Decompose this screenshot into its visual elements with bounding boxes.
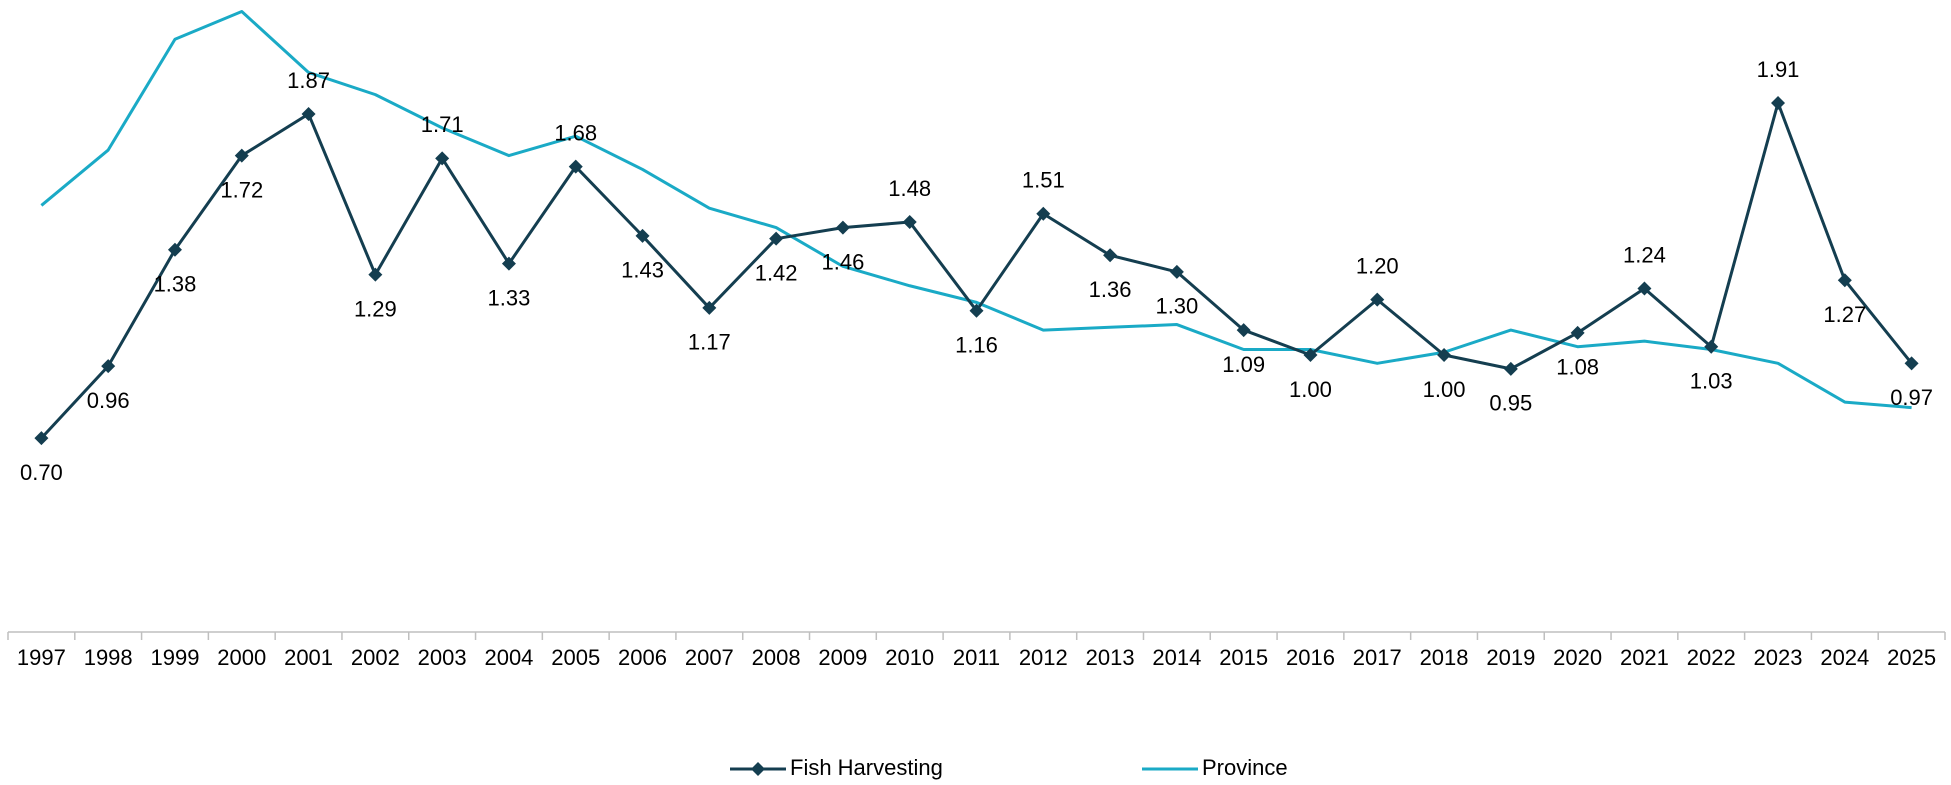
data-label: 1.17 (688, 330, 731, 355)
x-tick-label: 2019 (1486, 645, 1535, 670)
marker (34, 431, 49, 446)
marker (435, 151, 450, 166)
marker (1103, 248, 1118, 263)
marker (101, 359, 116, 374)
data-label: 1.87 (287, 68, 330, 93)
data-label: 1.27 (1823, 302, 1866, 327)
legend-label: Province (1202, 755, 1288, 780)
x-tick-label: 2023 (1754, 645, 1803, 670)
data-label: 1.42 (755, 260, 798, 285)
x-tick-label: 2007 (685, 645, 734, 670)
marker (1236, 323, 1251, 338)
x-tick-label: 2009 (818, 645, 867, 670)
marker (568, 159, 583, 174)
x-tick-label: 2015 (1219, 645, 1268, 670)
data-label: 1.48 (888, 176, 931, 201)
data-label: 1.51 (1022, 168, 1065, 193)
data-label: 0.96 (87, 388, 130, 413)
x-tick-label: 2005 (551, 645, 600, 670)
marker (1837, 273, 1852, 288)
x-tick-label: 1999 (151, 645, 200, 670)
data-label: 1.46 (821, 249, 864, 274)
x-tick-label: 2012 (1019, 645, 1068, 670)
marker (702, 300, 717, 315)
x-tick-label: 2018 (1420, 645, 1469, 670)
x-tick-label: 2002 (351, 645, 400, 670)
data-label: 1.91 (1757, 57, 1800, 82)
marker (1303, 348, 1318, 363)
marker (902, 215, 917, 230)
data-label: 1.30 (1155, 294, 1198, 319)
marker (1771, 95, 1786, 110)
data-label: 1.00 (1289, 377, 1332, 402)
marker (1637, 281, 1652, 296)
marker (1370, 292, 1385, 307)
data-label: 0.95 (1489, 391, 1532, 416)
legend-marker (751, 762, 765, 776)
data-label: 1.03 (1690, 369, 1733, 394)
x-tick-label: 1998 (84, 645, 133, 670)
x-tick-label: 2003 (418, 645, 467, 670)
x-tick-label: 2017 (1353, 645, 1402, 670)
data-label: 1.72 (220, 177, 263, 202)
data-label: 1.29 (354, 296, 397, 321)
data-label: 1.36 (1089, 277, 1132, 302)
data-label: 1.08 (1556, 355, 1599, 380)
marker (1437, 348, 1452, 363)
data-label: 1.43 (621, 258, 664, 283)
x-tick-label: 2006 (618, 645, 667, 670)
marker (234, 148, 249, 163)
data-label: 1.20 (1356, 253, 1399, 278)
marker (368, 267, 383, 282)
x-tick-label: 2022 (1687, 645, 1736, 670)
x-tick-label: 2016 (1286, 645, 1335, 670)
marker (969, 303, 984, 318)
data-label: 1.33 (488, 285, 531, 310)
marker (501, 256, 516, 271)
marker (1036, 206, 1051, 221)
x-tick-label: 2010 (885, 645, 934, 670)
x-tick-label: 2024 (1820, 645, 1869, 670)
x-tick-label: 2004 (484, 645, 533, 670)
marker (1503, 361, 1518, 376)
data-label: 1.09 (1222, 352, 1265, 377)
x-tick-label: 1997 (17, 645, 66, 670)
marker (1904, 356, 1919, 371)
x-tick-label: 2021 (1620, 645, 1669, 670)
marker (301, 107, 316, 122)
marker (167, 242, 182, 257)
line-0 (40, 101, 1913, 440)
x-tick-label: 2011 (953, 645, 1000, 670)
data-label: 1.38 (154, 272, 197, 297)
x-tick-label: 2013 (1086, 645, 1135, 670)
data-label: 1.16 (955, 333, 998, 358)
marker (635, 228, 650, 243)
data-label: 0.70 (20, 460, 63, 485)
line-1 (40, 10, 1912, 410)
x-tick-label: 2000 (217, 645, 266, 670)
marker (1169, 264, 1184, 279)
x-tick-label: 2001 (284, 645, 333, 670)
legend-label: Fish Harvesting (790, 755, 943, 780)
data-label: 0.97 (1890, 385, 1933, 410)
marker (1570, 325, 1585, 340)
marker (1704, 339, 1719, 354)
data-label: 1.71 (421, 112, 464, 137)
data-label: 1.68 (554, 120, 597, 145)
marker (835, 220, 850, 235)
data-label: 1.00 (1423, 377, 1466, 402)
x-tick-label: 2025 (1887, 645, 1936, 670)
data-label: 1.24 (1623, 242, 1666, 267)
x-tick-label: 2020 (1553, 645, 1602, 670)
x-tick-label: 2008 (752, 645, 801, 670)
marker (769, 231, 784, 246)
x-tick-label: 2014 (1152, 645, 1201, 670)
